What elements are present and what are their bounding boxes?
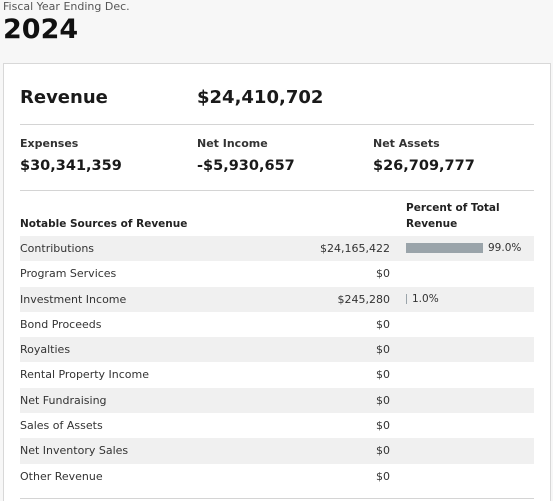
net-assets-value: $26,709,777: [373, 158, 475, 174]
net-assets-label: Net Assets: [373, 137, 440, 150]
net-income-label: Net Income: [197, 137, 268, 150]
source-amount: $245,280: [337, 292, 391, 306]
fiscal-year: 2024: [3, 14, 79, 45]
table-row: Sales of Assets $0: [20, 413, 534, 438]
source-amount: $0: [376, 317, 390, 331]
source-amount: $0: [376, 444, 390, 458]
source-amount: $0: [376, 267, 390, 281]
table-row: Bond Proceeds $0: [20, 312, 534, 337]
divider: [20, 498, 534, 499]
source-name: Net Fundraising: [20, 393, 107, 407]
expenses-label: Expenses: [20, 137, 79, 150]
revenue-value: $24,410,702: [197, 87, 324, 108]
financial-summary-card: Revenue $24,410,702 Expenses $30,341,359…: [3, 63, 551, 501]
source-name: Bond Proceeds: [20, 317, 102, 331]
sources-heading: Notable Sources of Revenue: [20, 218, 188, 230]
percent-bar: [406, 243, 483, 253]
table-row: Net Fundraising $0: [20, 387, 534, 414]
source-name: Royalties: [20, 343, 71, 357]
percent-value: 99.0%: [488, 242, 522, 254]
percent-bar: [406, 293, 407, 304]
table-row: Royalties $0: [20, 337, 534, 363]
source-amount: $0: [376, 469, 390, 483]
source-amount: $24,165,422: [320, 242, 390, 255]
expenses-value: $30,341,359: [20, 158, 122, 174]
source-name: Sales of Assets: [20, 419, 103, 433]
fiscal-year-label: Fiscal Year Ending Dec.: [3, 0, 130, 13]
divider: [20, 190, 534, 191]
source-amount: $0: [376, 393, 390, 407]
net-income-value: -$5,930,657: [197, 158, 295, 174]
table-row: Other Revenue $0: [20, 464, 534, 489]
source-name: Contributions: [20, 242, 95, 255]
source-name: Investment Income: [20, 292, 127, 306]
percent-value: 1.0%: [412, 292, 439, 305]
source-amount: $0: [376, 419, 390, 433]
table-row: Rental Property Income $0: [20, 362, 534, 387]
divider: [20, 124, 534, 125]
source-amount: $0: [376, 368, 390, 382]
table-row: Contributions $24,165,422 99.0%: [20, 236, 534, 262]
source-name: Program Services: [20, 267, 117, 281]
source-name: Net Inventory Sales: [20, 444, 129, 458]
table-row: Net Inventory Sales $0: [20, 438, 534, 464]
percent-heading: Percent of Total Revenue: [406, 202, 500, 230]
revenue-sources-table: Contributions $24,165,422 99.0% Program Ser…: [20, 236, 534, 489]
source-amount: $0: [376, 343, 390, 357]
table-row: Program Services $0: [20, 261, 534, 286]
table-row: Investment Income $245,280 1.0%: [20, 286, 534, 312]
revenue-label: Revenue: [20, 87, 108, 108]
source-name: Rental Property Income: [20, 368, 150, 382]
source-name: Other Revenue: [20, 469, 103, 483]
